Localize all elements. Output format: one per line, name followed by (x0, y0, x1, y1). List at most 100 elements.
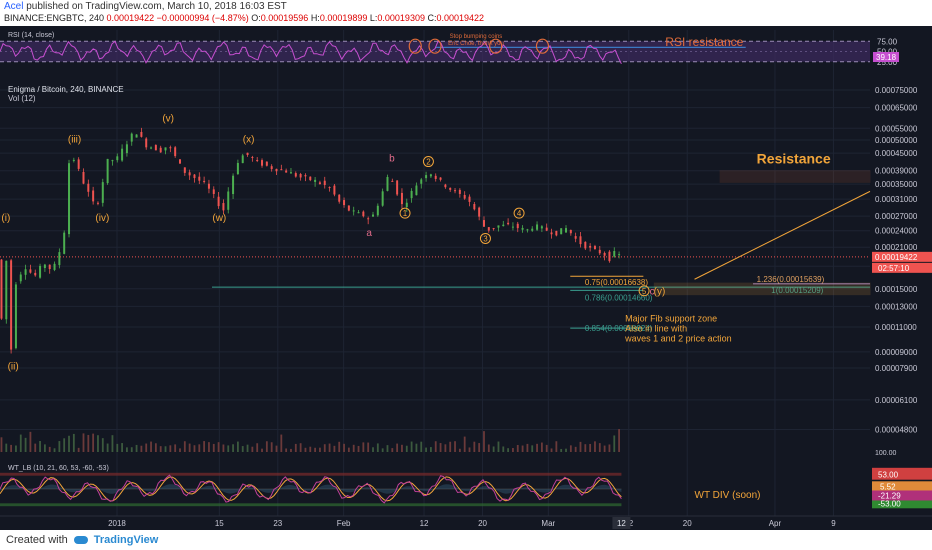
volume-bar (608, 444, 611, 452)
price-tick-label: 0.00075000 (875, 86, 918, 95)
candle-body (96, 202, 99, 204)
chart-title: Enigma / Bitcoin, 240, BINANCE (8, 85, 124, 94)
volume-bar (111, 435, 114, 452)
volume-bar (212, 443, 215, 452)
wave-label: (x) (243, 135, 255, 146)
candle-body (232, 175, 235, 195)
candle-body (82, 172, 85, 184)
volume-bar (319, 447, 321, 452)
volume-bar (569, 445, 572, 452)
volume-bar (222, 444, 225, 452)
fib-label: 1.236(0.00015639) (757, 275, 825, 284)
volume-bar (261, 448, 263, 452)
price-tick-label: 0.00015000 (875, 285, 918, 294)
candle-body (502, 224, 505, 227)
price-tick-label: 0.00055000 (875, 124, 918, 133)
candle-body (0, 259, 3, 319)
candle-body (294, 173, 297, 177)
resistance-box (719, 170, 871, 183)
candle-body (343, 200, 346, 206)
author-link[interactable]: Acel (4, 1, 24, 12)
ohlc-line: BINANCE:ENGBTC, 240 0.00019422 −0.000009… (4, 13, 484, 23)
tradingview-brand[interactable]: TradingView (93, 534, 159, 546)
candle-body (429, 174, 432, 177)
volume-bar (574, 446, 577, 452)
volume-bar (550, 448, 553, 452)
volume-bar (15, 445, 17, 452)
candle-body (135, 134, 138, 138)
volume-bar (401, 444, 403, 452)
volume-bar (58, 441, 61, 452)
volume-bar (560, 448, 563, 452)
candle-body (34, 272, 37, 276)
time-tick-label: 23 (273, 519, 282, 528)
candle-body (43, 264, 46, 269)
candle-body (169, 147, 172, 149)
open-value: 0.00019596 (260, 13, 309, 23)
candle-body (174, 147, 177, 157)
resistance-label: Resistance (757, 151, 831, 167)
volume-bar (232, 444, 234, 452)
volume-bar (367, 442, 370, 452)
volume-bar (126, 447, 128, 452)
volume-bar (594, 441, 596, 452)
candle-body (251, 157, 254, 159)
fib-label: 1(0.00015209) (771, 286, 823, 295)
symbol-label: BINANCE:ENGBTC, 240 (4, 13, 105, 23)
volume-bar (420, 441, 423, 452)
wave-label: (w) (212, 213, 226, 224)
volume-bar (473, 441, 476, 452)
candle-body (227, 191, 230, 210)
high-label: H: (310, 13, 320, 23)
candle-body (159, 147, 162, 153)
candle-body (357, 212, 360, 214)
time-axis-bg (0, 516, 932, 530)
rsi-tick-label: 75.00 (877, 37, 898, 46)
volume-bar (536, 443, 538, 452)
candle-body (188, 172, 191, 176)
candle-body (492, 228, 495, 230)
candle-body (270, 166, 273, 170)
candle-body (439, 177, 442, 180)
wave-circle (479, 232, 491, 244)
candle-body (19, 274, 22, 282)
volume-bar (338, 441, 341, 452)
wave-label: (iii) (68, 135, 81, 146)
candle-body (540, 226, 543, 229)
volume-bar (598, 443, 601, 452)
time-tick-label: 20 (683, 519, 692, 528)
current-date-label: 12 (617, 519, 626, 528)
volume-bar (87, 434, 90, 452)
volume-bar (169, 445, 172, 452)
candle-body (314, 179, 317, 182)
high-value: 0.00019899 (319, 13, 368, 23)
candle-body (434, 175, 437, 179)
volume-bar (236, 441, 239, 452)
volume-bar (357, 445, 360, 452)
volume-bar (285, 448, 288, 452)
wt-value-badge (872, 490, 932, 501)
wt-note: WT DIV (soon) (695, 490, 761, 501)
candle-body (589, 245, 592, 248)
candle-body (536, 224, 539, 230)
candle-body (285, 170, 288, 173)
volume-bar (5, 443, 8, 452)
candle-body (154, 145, 157, 151)
candle-body (584, 241, 587, 249)
low-label: L: (369, 13, 378, 23)
candle-body (87, 183, 90, 192)
volume-bar (526, 443, 529, 452)
candle-body (72, 159, 75, 161)
volume-bar (208, 442, 210, 452)
volume-bar (97, 435, 99, 452)
projection-line (694, 190, 871, 280)
candle-body (222, 203, 225, 211)
candle-body (299, 174, 302, 178)
wave-label: (i) (1, 213, 10, 224)
current-date-marker (612, 517, 631, 529)
wave-circle-label: 3 (483, 234, 488, 243)
candle-body (526, 229, 529, 231)
wave-circle-label: 1 (403, 209, 408, 218)
wt-top-tick: 100.00 (875, 450, 897, 457)
